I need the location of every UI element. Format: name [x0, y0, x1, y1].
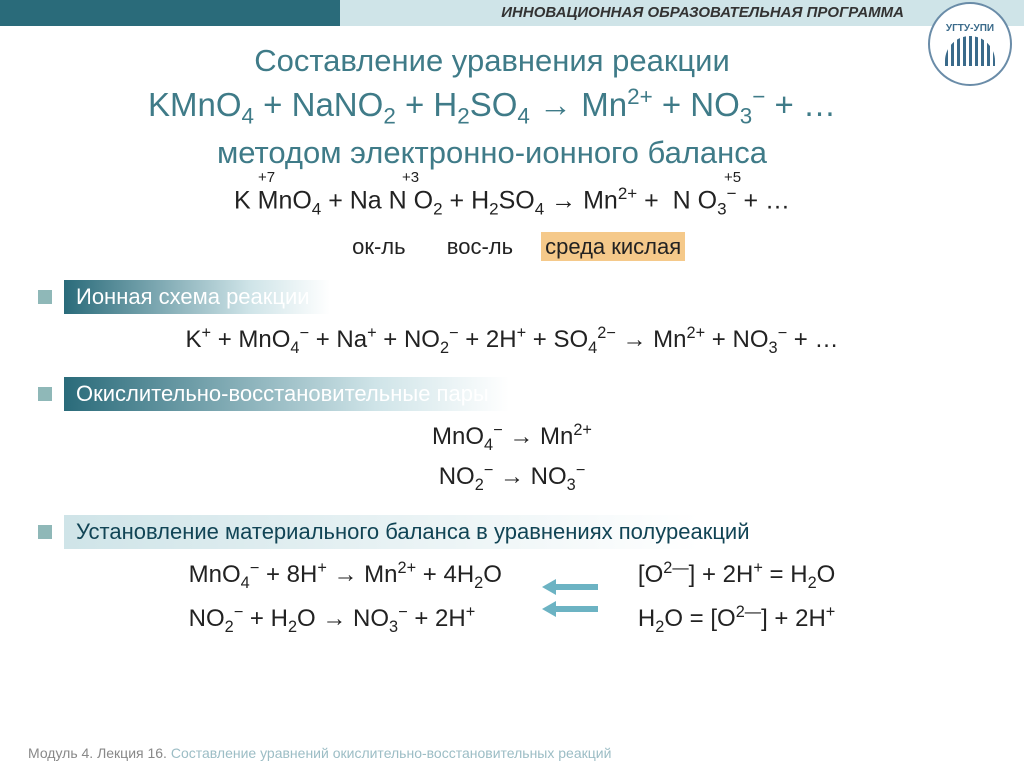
- bullet-icon: [38, 290, 52, 304]
- ionic-equation: K+ + MnO4− + Na+ + NO2− + 2H+ + SO42− → …: [40, 324, 984, 358]
- footer-topic: Составление уравнений окислительно-восст…: [171, 745, 612, 761]
- right-half-reactions: [O2—] + 2H+ = H2O H2O = [O2—] + 2H+: [638, 559, 835, 637]
- ox-n: +3: [402, 169, 419, 186]
- half-reactions-row: MnO4− + 8H+ → Mn2+ + 4H2O NO2− + H2O → N…: [40, 559, 984, 637]
- ox-mn: +7: [258, 169, 275, 186]
- redox-pair-1: MnO4− → Mn2+: [40, 421, 984, 455]
- section3-label: Установление материального баланса в ура…: [64, 515, 770, 549]
- slide-content: Составление уравнения реакции KMnO4 + Na…: [0, 26, 1024, 637]
- slide-title: Составление уравнения реакции KMnO4 + Na…: [40, 40, 984, 174]
- bar-dark: [0, 0, 340, 26]
- section1-label: Ионная схема реакции: [64, 280, 330, 314]
- arrow-block: [542, 579, 598, 617]
- left-half-reactions: MnO4− + 8H+ → Mn2+ + 4H2O NO2− + H2O → N…: [189, 559, 502, 637]
- label-oxidizer: ок-ль: [339, 234, 419, 260]
- redox-pair-2: NO2− → NO3−: [40, 461, 984, 495]
- title-line3: методом электронно-ионного баланса: [217, 135, 767, 170]
- oxidation-equation: +7 +3 +5 K MnO4 + Na N O2 + H2SO4 → Mn2+…: [234, 184, 790, 219]
- section2-label: Окислительно-восстановительные пары: [64, 377, 509, 411]
- section-ionic-scheme: Ионная схема реакции K+ + MnO4− + Na+ + …: [40, 280, 984, 358]
- label-reducer: вос-ль: [425, 234, 535, 260]
- bullet-icon: [38, 525, 52, 539]
- university-logo: УГТУ-УПИ: [928, 2, 1012, 86]
- bullet-icon: [38, 387, 52, 401]
- ox-n2: +5: [724, 169, 741, 186]
- program-header: ИННОВАЦИОННАЯ ОБРАЗОВАТЕЛЬНАЯ ПРОГРАММА: [501, 4, 904, 21]
- section-material-balance: Установление материального баланса в ура…: [40, 515, 984, 637]
- logo-building-icon: [945, 36, 995, 66]
- label-environment: среда кислая: [541, 232, 685, 261]
- role-labels: ок-ль вос-ль среда кислая: [40, 234, 984, 260]
- arrow-left-icon: [542, 579, 598, 595]
- logo-text: УГТУ-УПИ: [946, 23, 994, 34]
- title-equation: KMnO4 + NaNO2 + H2SO4 → Mn2+ + NO3− + …: [148, 86, 836, 123]
- section-redox-pairs: Окислительно-восстановительные пары MnO4…: [40, 377, 984, 495]
- footer-module: Модуль 4. Лекция 16.: [28, 745, 167, 761]
- arrow-left-icon: [542, 601, 598, 617]
- footer: Модуль 4. Лекция 16. Составление уравнен…: [28, 745, 611, 761]
- title-line1: Составление уравнения реакции: [254, 43, 730, 78]
